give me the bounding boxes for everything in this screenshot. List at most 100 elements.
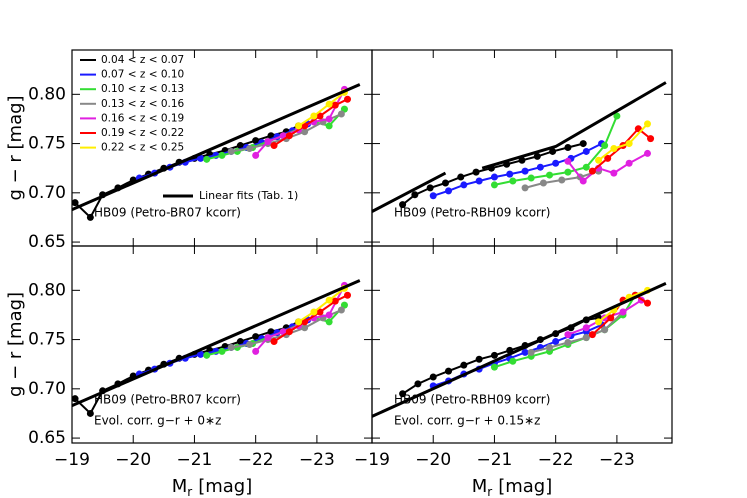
data-point (579, 140, 587, 148)
series-line (371, 282, 667, 418)
data-point (203, 155, 211, 163)
data-point (337, 110, 345, 118)
data-point (236, 338, 244, 346)
x-label-unit: [mag] (198, 476, 252, 497)
data-point (337, 306, 345, 314)
annotation: HB09 (Petro-RBH09 kcorr) (394, 393, 550, 407)
data-point (579, 177, 587, 185)
legend-label: 0.22 < z < 0.25 (101, 142, 184, 154)
data-point (460, 361, 468, 369)
data-point (310, 308, 318, 316)
y-tick-label: 0.75 (28, 134, 66, 154)
data-point (399, 390, 407, 398)
data-point (521, 348, 529, 356)
x-tick-label: −19 (54, 450, 90, 470)
data-point (546, 171, 554, 179)
series-line (71, 279, 361, 407)
data-point (252, 137, 260, 145)
data-point (429, 373, 437, 381)
data-point (344, 95, 352, 103)
data-point (203, 351, 211, 359)
data-point (527, 348, 535, 356)
data-point (285, 132, 293, 140)
y-tick-label: 0.70 (28, 183, 66, 203)
data-point (316, 112, 324, 120)
data-point (536, 163, 544, 171)
y-axis-label: g − r [mag] (5, 95, 26, 200)
series-line (74, 124, 299, 220)
data-point (270, 338, 278, 346)
x-tick-label: −22 (538, 450, 574, 470)
y-tick-label: 0.65 (28, 232, 66, 252)
data-point (552, 338, 560, 346)
data-point (604, 154, 612, 162)
data-point (252, 151, 260, 159)
data-point (246, 144, 254, 152)
data-point (236, 142, 244, 150)
data-point (227, 343, 235, 351)
data-point (613, 112, 621, 120)
data-point (582, 163, 590, 171)
data-point (344, 291, 352, 299)
y-tick-label: 0.75 (28, 330, 66, 350)
data-point (414, 380, 422, 388)
data-point (441, 179, 449, 187)
data-point (295, 318, 303, 326)
data-point (610, 169, 618, 177)
data-point (595, 318, 603, 326)
data-point (252, 347, 260, 355)
annotation: Evol. corr. g−r + 0.15∗z (394, 414, 540, 428)
y-tick-label: 0.65 (28, 428, 66, 448)
data-point (610, 144, 618, 152)
data-point (601, 142, 609, 150)
panel: −19 −20 −21 −22 −23 HB09 (Petro-RBH09 kcorr) E… (354, 245, 673, 498)
data-point (411, 191, 419, 199)
data-point (325, 311, 333, 319)
series-line (371, 81, 667, 213)
data-point (564, 157, 572, 165)
panel-frame (371, 245, 673, 444)
annotation: HB09 (Petro-BR07 kcorr) (94, 393, 241, 407)
data-point (316, 308, 324, 316)
data-point (564, 144, 572, 152)
data-point (607, 314, 615, 322)
data-point (457, 173, 465, 181)
x-axis-label: Mr [mag] (472, 476, 553, 498)
data-point (227, 147, 235, 155)
x-label-sub: r (187, 485, 192, 498)
data-point (552, 159, 560, 167)
data-point (325, 100, 333, 108)
series-line (297, 287, 346, 323)
data-point (625, 159, 633, 167)
data-point (558, 176, 566, 184)
data-point (426, 184, 434, 192)
data-point (325, 318, 333, 326)
data-point (460, 181, 468, 189)
data-point (86, 213, 94, 221)
x-tick-label: −22 (238, 450, 274, 470)
data-point (564, 331, 572, 339)
x-tick-label: −20 (415, 450, 451, 470)
data-point (331, 297, 339, 305)
data-point (429, 192, 437, 200)
data-point (506, 170, 514, 178)
data-point (475, 177, 483, 185)
data-point (490, 181, 498, 189)
data-point (533, 152, 541, 160)
data-point (218, 151, 226, 159)
data-point (270, 142, 278, 150)
x-label-sub: r (487, 485, 492, 498)
data-point (490, 363, 498, 371)
data-point (539, 179, 547, 187)
legend-label: 0.04 < z < 0.07 (101, 54, 184, 66)
y-tick-label: 0.80 (28, 280, 66, 300)
data-point (588, 331, 596, 339)
x-label-main: M (172, 476, 188, 497)
data-point (588, 167, 596, 175)
data-point (325, 115, 333, 123)
data-point (197, 154, 205, 162)
panel: HB09 (Petro-RBH09 kcorr) (371, 49, 673, 247)
data-point (197, 350, 205, 358)
data-point (647, 135, 655, 143)
